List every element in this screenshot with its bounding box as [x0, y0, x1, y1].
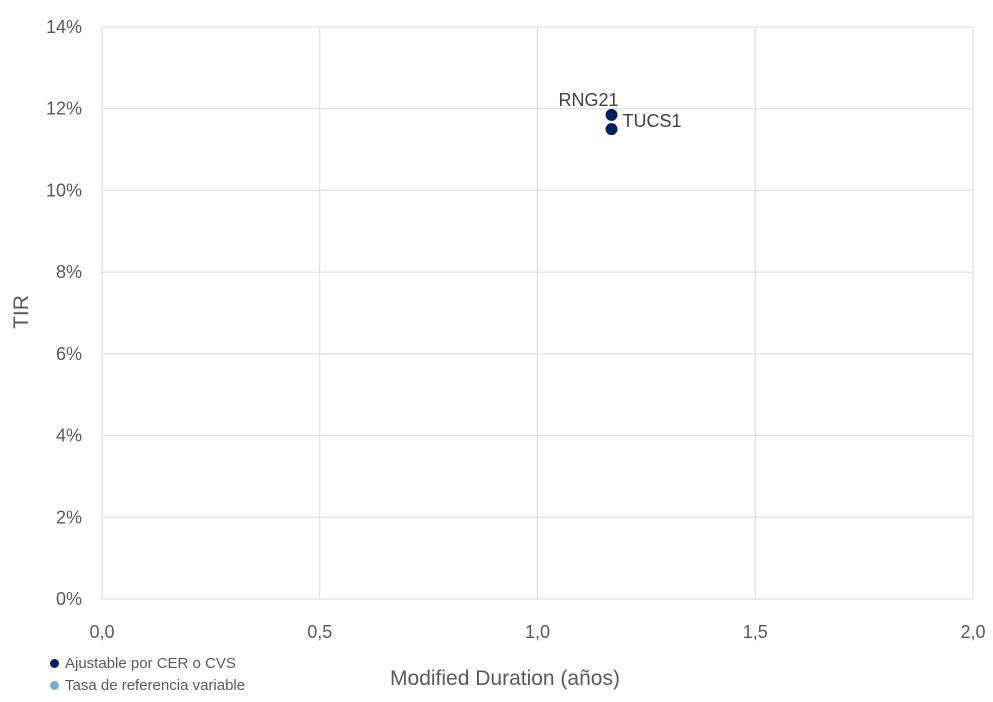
data-point: [605, 108, 618, 121]
y-tick-label: 2%: [56, 507, 82, 527]
y-axis-ticks: 0% 2% 4% 6% 8% 10% 12% 14%: [46, 17, 82, 609]
data-point-label: RNG21: [559, 90, 619, 110]
y-tick-label: 4%: [56, 426, 82, 446]
legend-item: Tasa de referencia variable: [50, 674, 245, 696]
legend-label: Tasa de referencia variable: [65, 676, 246, 694]
y-tick-label: 6%: [56, 344, 82, 364]
x-tick-label: 0,0: [89, 622, 114, 642]
x-tick-label: 0,5: [307, 622, 332, 642]
y-axis-title: TIR: [10, 295, 33, 329]
x-tick-label: 2,0: [960, 622, 985, 642]
x-axis-ticks: 0,0 0,5 1,0 1,5 2,0: [89, 622, 985, 642]
x-tick-label: 1,5: [743, 622, 768, 642]
legend-item: Ajustable por CER o CVS: [50, 652, 245, 674]
y-tick-label: 0%: [56, 589, 82, 609]
data-point-label: TUCS1: [623, 111, 682, 131]
grid-lines: [101, 26, 974, 600]
y-tick-label: 12%: [46, 99, 82, 119]
legend-marker: [50, 658, 59, 668]
legend-label: Ajustable por CER o CVS: [65, 654, 236, 672]
legend-marker: [50, 680, 59, 690]
y-tick-label: 10%: [46, 180, 82, 200]
legend: Ajustable por CER o CVS Tasa de referenci…: [50, 652, 245, 696]
x-tick-label: 1,0: [525, 622, 550, 642]
y-tick-label: 8%: [56, 262, 82, 282]
y-tick-label: 14%: [46, 17, 82, 37]
data-point: [605, 123, 618, 136]
x-axis-title: Modified Duration (años): [390, 667, 620, 690]
